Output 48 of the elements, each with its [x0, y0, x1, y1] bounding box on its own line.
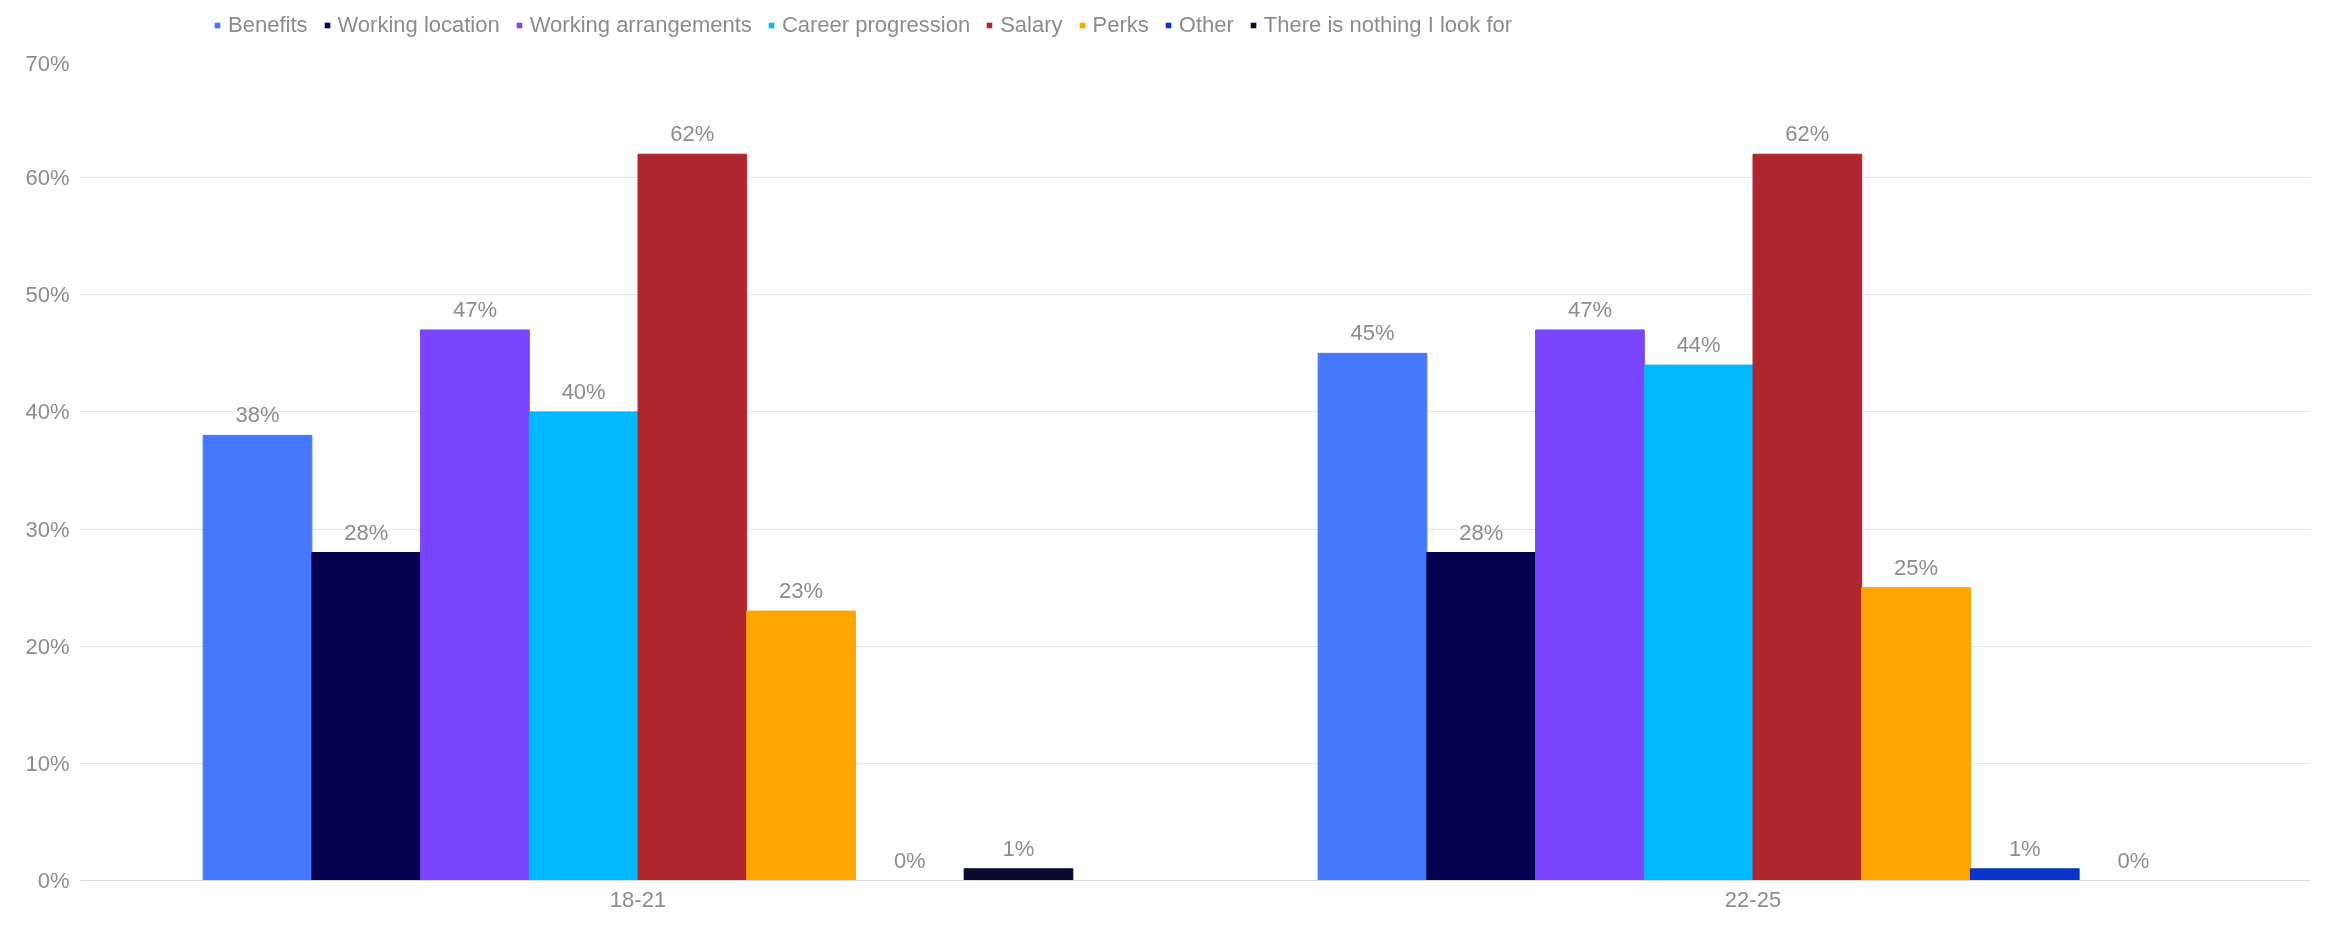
- y-tick-label: 50%: [25, 282, 70, 308]
- y-tick-label: 20%: [25, 633, 70, 659]
- legend-label: Working location: [337, 12, 500, 38]
- data-label: 23%: [779, 578, 824, 604]
- legend-label: Career progression: [781, 12, 971, 38]
- data-label: 0%: [893, 847, 926, 873]
- legend-label: There is nothing I look for: [1263, 12, 1513, 38]
- legend-label: Benefits: [228, 12, 308, 38]
- bar: [420, 329, 530, 881]
- data-label: 25%: [1894, 554, 1939, 580]
- bar: [202, 434, 313, 881]
- legend-label: Working arrangements: [529, 12, 752, 38]
- data-label: 40%: [561, 378, 606, 404]
- data-label: 47%: [1567, 296, 1612, 322]
- data-label: 45%: [1350, 320, 1395, 346]
- data-label: 44%: [1676, 332, 1721, 358]
- bar: [963, 868, 1074, 881]
- bar: [1861, 587, 1971, 881]
- data-label: 62%: [670, 121, 715, 147]
- bar: [746, 610, 856, 881]
- bar: [311, 552, 422, 881]
- y-tick-label: 60%: [25, 165, 70, 191]
- data-label: 1%: [1002, 835, 1035, 861]
- y-tick-label: 40%: [25, 399, 70, 425]
- data-label: 1%: [2008, 835, 2041, 861]
- data-label: 28%: [344, 519, 389, 545]
- bar: [1969, 868, 2080, 881]
- data-label: 62%: [1785, 121, 1830, 147]
- legend-label: Salary: [1000, 12, 1063, 38]
- bar: [1426, 552, 1537, 881]
- bar: [1643, 364, 1754, 881]
- data-label: 0%: [2117, 847, 2150, 873]
- legend-label: Perks: [1092, 12, 1149, 38]
- legend-label: Other: [1178, 12, 1234, 38]
- y-tick-label: 10%: [25, 750, 70, 776]
- bar: [1535, 329, 1645, 881]
- y-tick-label: 0%: [37, 868, 70, 893]
- bar: [637, 153, 748, 881]
- y-tick-label: 70%: [25, 50, 70, 76]
- bar: [528, 411, 639, 881]
- data-label: 28%: [1459, 519, 1504, 545]
- data-label: 38%: [235, 402, 280, 428]
- y-tick-label: 30%: [25, 516, 70, 542]
- bar: [1752, 153, 1863, 881]
- bar: [1317, 352, 1428, 881]
- data-label: 47%: [452, 296, 497, 322]
- x-tick-label: 18-21: [609, 886, 667, 912]
- x-tick-label: 22-25: [1724, 886, 1782, 912]
